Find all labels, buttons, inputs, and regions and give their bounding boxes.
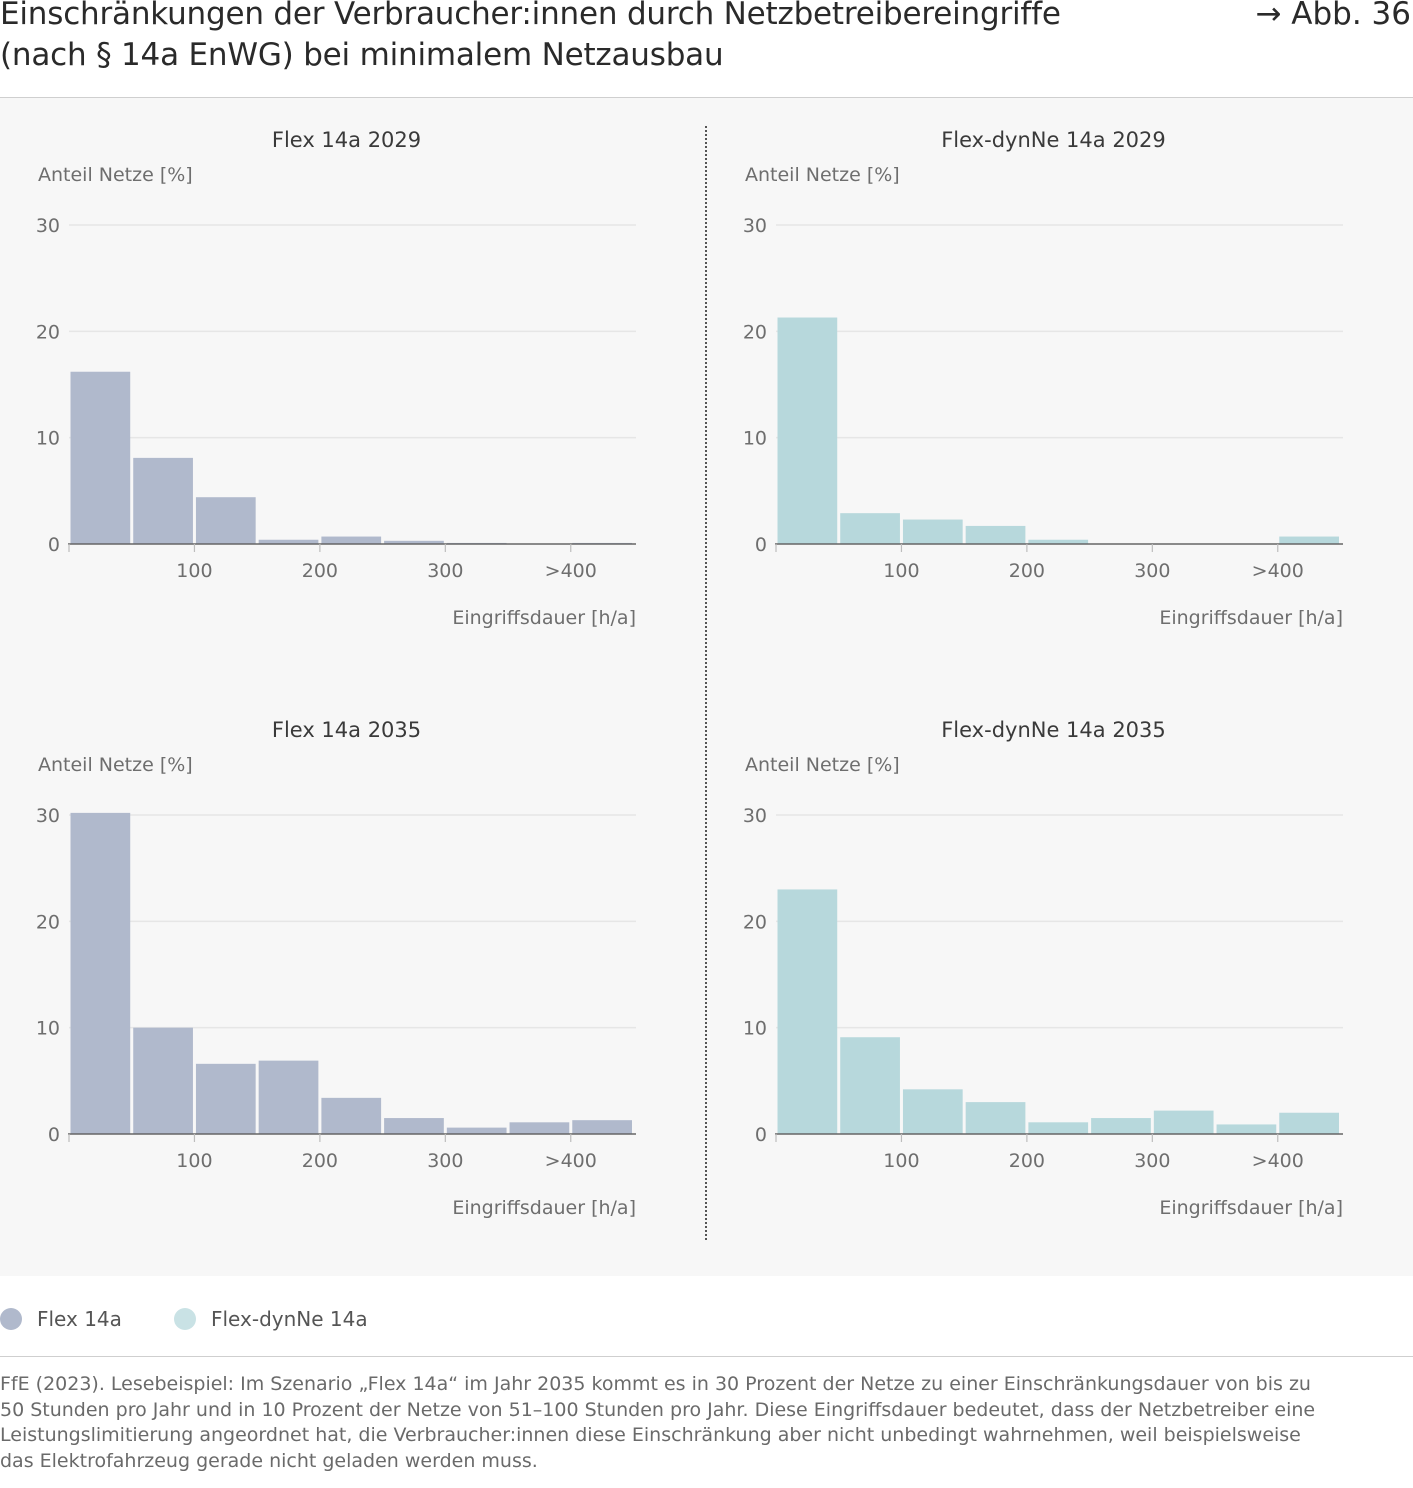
histogram-bar — [258, 1060, 319, 1134]
y-tick-label: 20 — [36, 911, 60, 933]
y-tick-label: 10 — [36, 1018, 60, 1040]
chart-title-line-1: Einschränkungen der Verbraucher:innen du… — [0, 0, 1061, 32]
histogram-bar — [1028, 1122, 1089, 1134]
histogram-bar — [1028, 539, 1089, 544]
chart-title: Einschränkungen der Verbraucher:innen du… — [0, 0, 1150, 76]
histogram-bar — [965, 1102, 1026, 1134]
y-axis-label: Anteil Netze [%] — [38, 754, 193, 776]
x-tick-label: 300 — [427, 560, 463, 582]
histogram-bar — [840, 1037, 900, 1134]
histogram-bar — [777, 889, 838, 1134]
chart-subtitle: Flex 14a 2029 — [272, 128, 421, 152]
footnote-line-4: das Elektrofahrzeug gerade nicht geladen… — [0, 1449, 538, 1472]
chart-flex-14a-2029: Flex 14a 2029 Anteil Netze [%] 0 10 20 30 100 2… — [36, 128, 636, 629]
x-tick-label: 100 — [176, 1150, 212, 1172]
chart-subtitle: Flex 14a 2035 — [272, 718, 421, 742]
y-tick-label: 30 — [36, 805, 60, 827]
x-tick-label: 100 — [883, 560, 919, 582]
chart-flex-dynne-14a-2029: Flex-dynNe 14a 2029 Anteil Netze [%] 0 10 20… — [743, 128, 1343, 629]
y-axis-label: Anteil Netze [%] — [745, 754, 900, 776]
footnote-divider-rule — [0, 1356, 1413, 1357]
x-axis-label: Eingriffsdauer [h/a] — [1159, 607, 1343, 629]
y-tick-label: 20 — [36, 321, 60, 343]
chart-subtitle: Flex-dynNe 14a 2029 — [941, 128, 1166, 152]
y-tick-label: 30 — [743, 805, 767, 827]
figure-reference: → Abb. 36 — [1255, 0, 1411, 32]
top-divider-rule — [0, 97, 1413, 98]
x-tick-label: 200 — [302, 560, 338, 582]
histogram-bar — [1279, 1112, 1339, 1134]
histogram-bar — [133, 457, 193, 544]
legend-label-flex-dynne-14a: Flex-dynNe 14a — [211, 1307, 368, 1331]
histogram-bar — [572, 1120, 632, 1134]
histogram-bar — [1216, 1124, 1277, 1134]
legend-swatch-flex-dynne-14a — [174, 1308, 196, 1330]
y-axis-label: Anteil Netze [%] — [38, 164, 193, 186]
footnote-line-2: 50 Stunden pro Jahr und in 10 Prozent de… — [0, 1398, 1316, 1421]
histogram-bar — [1091, 1118, 1151, 1134]
y-tick-label: 0 — [755, 534, 767, 556]
histogram-bar — [384, 1118, 444, 1134]
histogram-bar — [70, 812, 131, 1134]
histogram-bar — [777, 317, 838, 544]
chart-flex-dynne-14a-2035: Flex-dynNe 14a 2035 Anteil Netze [%] 0 10 20… — [743, 718, 1343, 1219]
histogram-bar — [258, 539, 319, 544]
x-tick-label: >400 — [1252, 560, 1304, 582]
histogram-bar — [321, 1097, 382, 1134]
histogram-bar — [321, 536, 382, 544]
x-tick-label: 100 — [883, 1150, 919, 1172]
x-axis-label: Eingriffsdauer [h/a] — [1159, 1197, 1343, 1219]
legend-swatch-flex-14a — [0, 1308, 22, 1330]
footnote-line-1: FfE (2023). Lesebeispiel: Im Szenario „F… — [0, 1373, 1311, 1395]
histogram-bar — [384, 540, 444, 544]
histogram-bar — [840, 513, 900, 544]
histogram-bar — [195, 497, 256, 544]
histogram-bar — [446, 1127, 507, 1134]
y-tick-label: 0 — [48, 534, 60, 556]
y-tick-label: 30 — [36, 215, 60, 237]
histogram-bar — [1279, 536, 1339, 544]
chart-subtitle: Flex-dynNe 14a 2035 — [941, 718, 1166, 742]
histogram-bar — [509, 1122, 570, 1134]
legend-label-flex-14a: Flex 14a — [37, 1307, 122, 1331]
x-axis-label: Eingriffsdauer [h/a] — [452, 607, 636, 629]
y-tick-label: 10 — [743, 1018, 767, 1040]
x-tick-label: 300 — [427, 1150, 463, 1172]
chart-title-line-2: (nach § 14a EnWG) bei minimalem Netzausb… — [0, 37, 724, 73]
panel-column-divider — [705, 126, 707, 1240]
x-tick-label: 100 — [176, 560, 212, 582]
footnote-line-3: Leistungslimitierung angeordnet hat, die… — [0, 1424, 1301, 1446]
histogram-bar — [902, 1089, 963, 1134]
x-tick-label: 200 — [302, 1150, 338, 1172]
x-tick-label: 300 — [1134, 560, 1170, 582]
histogram-bar — [70, 371, 131, 544]
histogram-bar — [965, 525, 1026, 544]
histogram-bar — [195, 1063, 256, 1134]
footnote: FfE (2023). Lesebeispiel: Im Szenario „F… — [0, 1372, 1380, 1474]
histogram-bar — [902, 519, 963, 544]
x-tick-label: >400 — [545, 560, 597, 582]
chart-flex-14a-2035: Flex 14a 2035 Anteil Netze [%] 0 10 20 30 100 2… — [36, 718, 636, 1219]
x-tick-label: >400 — [545, 1150, 597, 1172]
y-axis-label: Anteil Netze [%] — [745, 164, 900, 186]
x-tick-label: 200 — [1009, 560, 1045, 582]
histogram-bar — [133, 1027, 193, 1134]
y-tick-label: 0 — [48, 1124, 60, 1146]
y-tick-label: 10 — [36, 428, 60, 450]
y-tick-label: 0 — [755, 1124, 767, 1146]
y-tick-label: 20 — [743, 321, 767, 343]
y-tick-label: 20 — [743, 911, 767, 933]
y-tick-label: 10 — [743, 428, 767, 450]
x-tick-label: 300 — [1134, 1150, 1170, 1172]
histogram-bar — [1153, 1110, 1214, 1134]
x-tick-label: >400 — [1252, 1150, 1304, 1172]
x-axis-label: Eingriffsdauer [h/a] — [452, 1197, 636, 1219]
x-tick-label: 200 — [1009, 1150, 1045, 1172]
y-tick-label: 30 — [743, 215, 767, 237]
